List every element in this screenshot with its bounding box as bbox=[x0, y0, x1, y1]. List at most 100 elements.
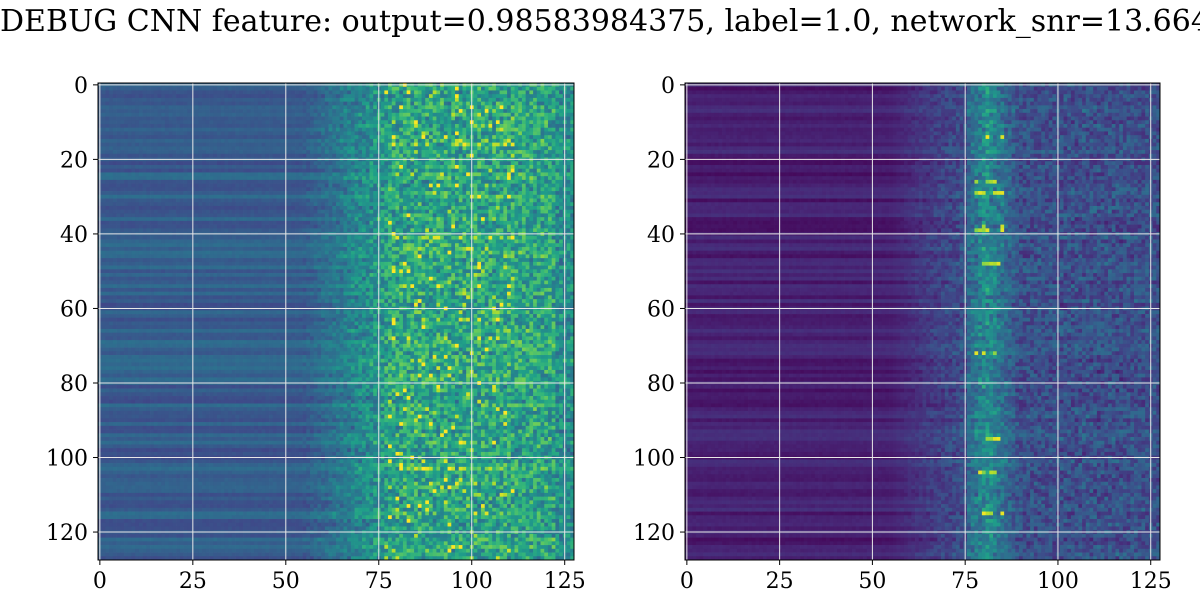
heatmap-cell bbox=[321, 154, 325, 158]
heatmap-cell bbox=[496, 199, 500, 203]
heatmap-cell bbox=[485, 143, 489, 147]
heatmap-cell bbox=[243, 120, 247, 124]
heatmap-cell bbox=[247, 191, 251, 195]
heatmap-cell bbox=[336, 143, 340, 147]
heatmap-cell bbox=[533, 98, 537, 102]
heatmap-cell bbox=[236, 172, 240, 176]
heatmap-cell bbox=[448, 191, 452, 195]
heatmap-cell bbox=[198, 90, 202, 94]
heatmap-cell bbox=[336, 172, 340, 176]
heatmap-cell bbox=[440, 146, 444, 150]
heatmap-cell bbox=[265, 184, 269, 188]
heatmap-cell bbox=[172, 180, 176, 184]
heatmap-cell bbox=[336, 120, 340, 124]
heatmap-cell bbox=[418, 146, 422, 150]
heatmap-cell bbox=[407, 165, 411, 169]
heatmap-cell bbox=[485, 98, 489, 102]
heatmap-cell bbox=[325, 90, 329, 94]
heatmap-cell bbox=[202, 161, 206, 165]
heatmap-cell bbox=[422, 187, 426, 191]
heatmap-cell bbox=[310, 172, 314, 176]
heatmap-cell bbox=[362, 113, 366, 117]
heatmap-cell bbox=[425, 150, 429, 154]
heatmap-cell bbox=[507, 128, 511, 132]
heatmap-cell bbox=[369, 195, 373, 199]
heatmap-cell bbox=[366, 154, 370, 158]
heatmap-cell bbox=[172, 120, 176, 124]
heatmap-cell bbox=[366, 184, 370, 188]
heatmap-cell bbox=[325, 176, 329, 180]
heatmap-cell bbox=[522, 135, 526, 139]
heatmap-cell bbox=[444, 184, 448, 188]
heatmap-cell bbox=[518, 165, 522, 169]
heatmap-cell bbox=[425, 102, 429, 106]
heatmap-cell bbox=[109, 184, 113, 188]
heatmap-cell bbox=[295, 90, 299, 94]
heatmap-cell bbox=[321, 120, 325, 124]
heatmap-cell bbox=[236, 105, 240, 109]
heatmap-cell bbox=[343, 117, 347, 121]
heatmap-cell bbox=[522, 180, 526, 184]
heatmap-cell bbox=[146, 150, 150, 154]
heatmap-cell bbox=[169, 169, 173, 173]
heatmap-cell bbox=[548, 120, 552, 124]
heatmap-cell bbox=[250, 161, 254, 165]
heatmap-cell bbox=[448, 105, 452, 109]
heatmap-cell bbox=[120, 109, 124, 113]
heatmap-cell bbox=[448, 113, 452, 117]
heatmap-cell bbox=[429, 191, 433, 195]
heatmap-cell bbox=[213, 128, 217, 132]
heatmap-cell bbox=[481, 150, 485, 154]
heatmap-cell bbox=[418, 184, 422, 188]
heatmap-cell bbox=[206, 176, 210, 180]
heatmap-cell bbox=[422, 165, 426, 169]
heatmap-cell bbox=[128, 172, 132, 176]
heatmap-cell bbox=[109, 172, 113, 176]
heatmap-cell bbox=[172, 161, 176, 165]
heatmap-cell bbox=[303, 135, 307, 139]
heatmap-cell bbox=[340, 195, 344, 199]
heatmap-cell bbox=[559, 180, 563, 184]
heatmap-cell bbox=[541, 124, 545, 128]
heatmap-cell bbox=[221, 202, 225, 206]
heatmap-cell bbox=[422, 109, 426, 113]
heatmap-cell bbox=[522, 146, 526, 150]
heatmap-cell bbox=[299, 180, 303, 184]
heatmap-cell bbox=[210, 117, 214, 121]
heatmap-cell bbox=[280, 180, 284, 184]
heatmap-cell bbox=[128, 131, 132, 135]
heatmap-cell bbox=[403, 135, 407, 139]
heatmap-cell bbox=[113, 195, 117, 199]
heatmap-cell bbox=[474, 195, 478, 199]
heatmap-cell bbox=[343, 187, 347, 191]
heatmap-cell bbox=[488, 184, 492, 188]
heatmap-cell bbox=[314, 135, 318, 139]
heatmap-cell bbox=[518, 169, 522, 173]
heatmap-cell bbox=[511, 172, 515, 176]
heatmap-cell bbox=[347, 105, 351, 109]
heatmap-cell bbox=[369, 131, 373, 135]
heatmap-cell bbox=[262, 143, 266, 147]
heatmap-cell bbox=[176, 98, 180, 102]
heatmap-cell bbox=[407, 90, 411, 94]
heatmap-cell bbox=[325, 146, 329, 150]
heatmap-cell bbox=[128, 165, 132, 169]
heatmap-cell bbox=[366, 199, 370, 203]
heatmap-cell bbox=[258, 109, 262, 113]
heatmap-cell bbox=[544, 105, 548, 109]
heatmap-cell bbox=[317, 169, 321, 173]
heatmap-cell bbox=[221, 172, 225, 176]
heatmap-cell bbox=[559, 146, 563, 150]
heatmap-cell bbox=[250, 165, 254, 169]
heatmap-cell bbox=[384, 154, 388, 158]
heatmap-cell bbox=[332, 202, 336, 206]
heatmap-cell bbox=[444, 143, 448, 147]
heatmap-cell bbox=[143, 165, 147, 169]
heatmap-cell bbox=[109, 180, 113, 184]
heatmap-cell bbox=[488, 169, 492, 173]
heatmap-cell bbox=[496, 102, 500, 106]
heatmap-cell bbox=[455, 184, 459, 188]
heatmap-cell bbox=[180, 109, 184, 113]
heatmap-cell bbox=[526, 124, 530, 128]
heatmap-cell bbox=[548, 102, 552, 106]
